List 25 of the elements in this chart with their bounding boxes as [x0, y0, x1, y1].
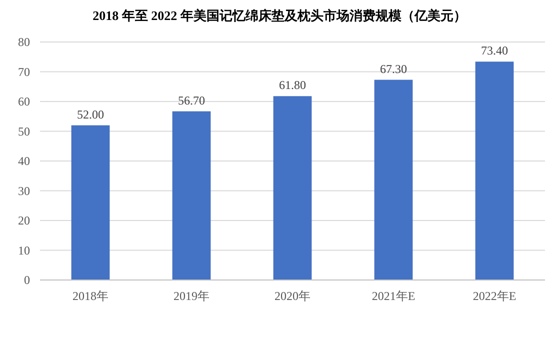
x-tick-label: 2018年 — [72, 289, 108, 303]
x-tick-label: 2021年E — [372, 289, 416, 303]
y-tick-label: 80 — [18, 35, 30, 50]
bar — [172, 111, 211, 280]
y-tick-label: 40 — [18, 154, 30, 168]
y-tick-label: 20 — [18, 214, 30, 228]
y-tick-label: 70 — [18, 64, 30, 79]
data-label: 73.40 — [481, 44, 508, 58]
x-tick-label: 2020年 — [274, 289, 310, 303]
bar — [71, 125, 110, 280]
bar — [273, 96, 312, 280]
data-label: 56.70 — [178, 93, 205, 108]
bar — [475, 62, 514, 280]
bar — [374, 80, 413, 280]
x-tick-label: 2022年E — [472, 289, 516, 303]
y-tick-label: 0 — [24, 273, 30, 288]
y-tick-label: 60 — [18, 94, 30, 109]
y-tick-label: 10 — [18, 243, 30, 258]
y-tick-label: 30 — [18, 184, 30, 198]
data-label: 52.00 — [77, 107, 104, 122]
y-tick-label: 50 — [18, 124, 30, 138]
data-label: 61.80 — [279, 78, 306, 92]
data-label: 67.30 — [380, 62, 407, 76]
x-tick-label: 2019年 — [174, 289, 210, 303]
chart-title: 2018 年至 2022 年美国记忆绵床垫及枕头市场消费规模（亿美元） — [92, 8, 466, 23]
